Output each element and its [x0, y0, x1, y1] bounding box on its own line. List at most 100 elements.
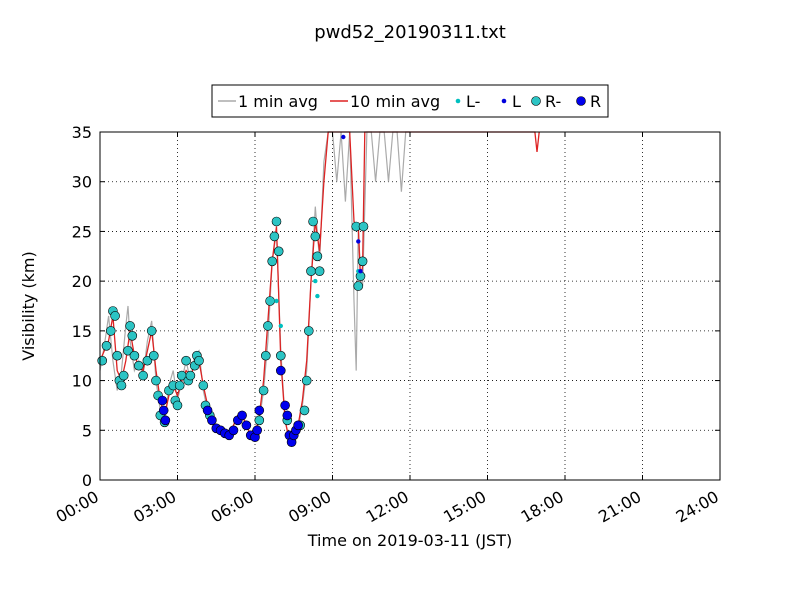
legend-entry-r: R [576, 92, 601, 111]
legend-label: 1 min avg [238, 92, 318, 111]
data-point-r [112, 350, 122, 361]
y-axis-label: Visibility (km) [19, 251, 38, 360]
data-point-r [160, 415, 171, 426]
data-point-r [241, 420, 252, 431]
data-point-r [282, 410, 293, 421]
x-tick-label: 21:00 [595, 487, 644, 527]
x-tick-label: 03:00 [130, 487, 179, 527]
x-tick-label: 12:00 [363, 487, 412, 527]
data-point-r [172, 400, 183, 411]
legend-entry-1-min-avg: 1 min avg [218, 92, 318, 111]
series-layer [97, 131, 540, 448]
legend-swatch [576, 96, 586, 106]
legend-entry-l: L- [455, 92, 480, 111]
legend-swatch [501, 98, 507, 104]
data-point-r [129, 350, 140, 361]
data-point-r [271, 216, 282, 227]
y-tick-label: 5 [82, 421, 92, 440]
y-tick-label: 30 [72, 173, 92, 192]
x-axis-label: Time on 2019-03-11 (JST) [307, 531, 512, 550]
legend-label: R [590, 92, 601, 111]
data-point-r [269, 231, 280, 242]
data-point-r [357, 256, 368, 267]
data-point-r [125, 321, 135, 331]
data-point-r [149, 350, 159, 361]
data-point-r [138, 370, 148, 381]
data-point-r [151, 375, 161, 386]
data-point-r [275, 365, 286, 376]
legend-box [211, 84, 609, 118]
series-l [341, 134, 363, 274]
y-tick-label: 10 [72, 372, 92, 391]
data-point-r [157, 395, 168, 406]
data-point-r [123, 345, 133, 356]
data-point-r [228, 425, 239, 436]
data-point-l [358, 269, 363, 274]
data-point-r [267, 256, 278, 267]
data-point-r [265, 296, 275, 306]
data-point-r [106, 326, 116, 336]
data-point-r [158, 405, 169, 416]
data-point-r [202, 405, 213, 416]
data-point-r [306, 266, 316, 277]
x-tick-label: 06:00 [208, 487, 257, 527]
x-tick-label: 18:00 [518, 487, 567, 527]
data-point-r [198, 380, 209, 391]
legend-label: L- [466, 92, 480, 111]
data-point-l [278, 323, 283, 329]
legend-entry-l: L [501, 92, 521, 111]
data-point-r [275, 350, 286, 361]
data-point-l [315, 293, 320, 299]
data-point-r [299, 405, 310, 416]
data-point-r [97, 355, 107, 366]
data-point-r [293, 420, 303, 431]
data-point-r [310, 231, 321, 242]
legend-swatch [531, 96, 541, 106]
legend-entry-r: R- [531, 92, 561, 111]
data-point-l [341, 134, 346, 140]
data-point-r [263, 321, 273, 331]
data-point-r [353, 281, 364, 291]
x-tick-label: 24:00 [673, 487, 722, 527]
data-point-r [260, 350, 271, 361]
data-point-r [358, 221, 369, 232]
y-tick-label: 20 [72, 272, 92, 291]
legend-label: 10 min avg [350, 92, 440, 111]
data-point-r [308, 216, 318, 227]
data-point-r [101, 340, 112, 351]
x-tick-label: 09:00 [285, 487, 334, 527]
data-point-r [185, 370, 196, 381]
legend-label: R- [545, 92, 561, 111]
data-point-r [280, 400, 290, 411]
data-point-r [174, 380, 185, 391]
data-point-r [254, 405, 265, 416]
chart-title: pwd52_20190311.txt [314, 22, 506, 43]
data-point-r [312, 251, 323, 262]
x-tick-label: 15:00 [440, 487, 489, 527]
data-point-r [134, 360, 144, 371]
plot-area [100, 132, 720, 480]
legend: 1 min avg 10 min avg L- L R- R [211, 84, 609, 118]
data-point-r [303, 326, 314, 336]
data-point-r [273, 246, 284, 257]
data-point-r [254, 415, 265, 426]
y-tick-label: 25 [72, 222, 92, 241]
legend-label: L [512, 92, 521, 111]
y-tick-label: 35 [72, 123, 92, 142]
data-point-r [181, 355, 191, 366]
y-tick-label: 0 [82, 471, 92, 490]
legend-swatch [455, 98, 461, 104]
series-r [157, 365, 303, 448]
data-point-l [274, 298, 279, 304]
data-point-r [146, 326, 157, 336]
data-point-r [118, 370, 129, 381]
data-point-l [313, 278, 318, 284]
series-l [274, 269, 361, 329]
legend-entry-10-min-avg: 10 min avg [330, 92, 440, 111]
data-point-r [116, 380, 127, 391]
data-point-r [252, 425, 263, 436]
x-tick-label: 00:00 [53, 487, 102, 527]
data-point-r [207, 415, 217, 426]
data-point-r [194, 355, 204, 366]
